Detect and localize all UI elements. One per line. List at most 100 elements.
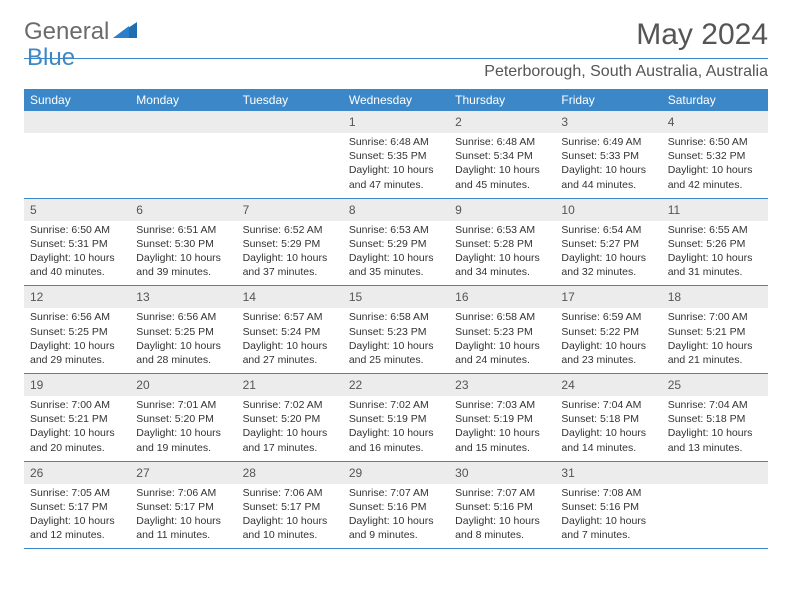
day-number: 4 bbox=[668, 115, 675, 129]
day-number: 16 bbox=[455, 290, 468, 304]
day-header: Friday bbox=[555, 89, 661, 111]
day-number: 23 bbox=[455, 378, 468, 392]
day-info: Sunrise: 6:52 AMSunset: 5:29 PMDaylight:… bbox=[243, 223, 337, 280]
day-number: 29 bbox=[349, 466, 362, 480]
day-number: 25 bbox=[668, 378, 681, 392]
month-title: May 2024 bbox=[636, 18, 768, 52]
calendar-cell: 9 Sunrise: 6:53 AMSunset: 5:28 PMDaylight… bbox=[449, 199, 555, 287]
daynum-row: 23 bbox=[449, 374, 555, 396]
daynum-row: 26 bbox=[24, 462, 130, 484]
calendar-cell: 11Sunrise: 6:55 AMSunset: 5:26 PMDayligh… bbox=[662, 199, 768, 287]
day-info: Sunrise: 6:53 AMSunset: 5:29 PMDaylight:… bbox=[349, 223, 443, 280]
calendar-cell: 6Sunrise: 6:51 AMSunset: 5:30 PMDaylight… bbox=[130, 199, 236, 287]
brand-text-1: General bbox=[24, 18, 109, 46]
daynum-row: 19 bbox=[24, 374, 130, 396]
day-number: 15 bbox=[349, 290, 362, 304]
day-number: 6 bbox=[136, 203, 143, 217]
day-info: Sunrise: 6:50 AMSunset: 5:32 PMDaylight:… bbox=[668, 135, 762, 192]
calendar-cell: 21Sunrise: 7:02 AMSunset: 5:20 PMDayligh… bbox=[237, 374, 343, 462]
calendar-cell: 13Sunrise: 6:56 AMSunset: 5:25 PMDayligh… bbox=[130, 286, 236, 374]
day-info: Sunrise: 7:06 AMSunset: 5:17 PMDaylight:… bbox=[136, 486, 230, 543]
page-header: General May 2024 bbox=[24, 18, 768, 52]
day-info: Sunrise: 7:02 AMSunset: 5:19 PMDaylight:… bbox=[349, 398, 443, 455]
calendar-cell: 23 Sunrise: 7:03 AMSunset: 5:19 PMDayligh… bbox=[449, 374, 555, 462]
daynum-row: 8 bbox=[343, 199, 449, 221]
day-number: 22 bbox=[349, 378, 362, 392]
calendar-cell: 27 Sunrise: 7:06 AMSunset: 5:17 PMDayligh… bbox=[130, 462, 236, 550]
day-info: Sunrise: 6:53 AMSunset: 5:28 PMDaylight:… bbox=[455, 223, 549, 280]
day-number: 7 bbox=[243, 203, 250, 217]
day-info: Sunrise: 7:01 AMSunset: 5:20 PMDaylight:… bbox=[136, 398, 230, 455]
daynum-row: 14 bbox=[237, 286, 343, 308]
calendar-grid: SundayMondayTuesdayWednesdayThursdayFrid… bbox=[24, 89, 768, 549]
daynum-row: 22 bbox=[343, 374, 449, 396]
daynum-row: 3 bbox=[555, 111, 661, 133]
day-number: 3 bbox=[561, 115, 568, 129]
daynum-row-empty bbox=[24, 111, 130, 133]
day-number: 26 bbox=[30, 466, 43, 480]
day-info: Sunrise: 7:02 AMSunset: 5:20 PMDaylight:… bbox=[243, 398, 337, 455]
calendar-cell: 14Sunrise: 6:57 AMSunset: 5:24 PMDayligh… bbox=[237, 286, 343, 374]
daynum-row: 2 bbox=[449, 111, 555, 133]
calendar-cell bbox=[237, 111, 343, 199]
daynum-row: 11 bbox=[662, 199, 768, 221]
day-header: Sunday bbox=[24, 89, 130, 111]
day-number: 27 bbox=[136, 466, 149, 480]
calendar-cell bbox=[24, 111, 130, 199]
day-info: Sunrise: 6:49 AMSunset: 5:33 PMDaylight:… bbox=[561, 135, 655, 192]
calendar-cell: 12Sunrise: 6:56 AMSunset: 5:25 PMDayligh… bbox=[24, 286, 130, 374]
calendar-cell: 16Sunrise: 6:58 AMSunset: 5:23 PMDayligh… bbox=[449, 286, 555, 374]
daynum-row: 31 bbox=[555, 462, 661, 484]
daynum-row: 1 bbox=[343, 111, 449, 133]
calendar-cell: 1Sunrise: 6:48 AMSunset: 5:35 PMDaylight… bbox=[343, 111, 449, 199]
day-info: Sunrise: 6:58 AMSunset: 5:23 PMDaylight:… bbox=[349, 310, 443, 367]
daynum-row: 25 bbox=[662, 374, 768, 396]
day-number: 19 bbox=[30, 378, 43, 392]
day-header: Saturday bbox=[662, 89, 768, 111]
day-number: 5 bbox=[30, 203, 37, 217]
day-info: Sunrise: 7:00 AMSunset: 5:21 PMDaylight:… bbox=[30, 398, 124, 455]
title-block: May 2024 bbox=[636, 18, 768, 52]
daynum-row: 7 bbox=[237, 199, 343, 221]
daynum-row-empty bbox=[237, 111, 343, 133]
daynum-row: 18 bbox=[662, 286, 768, 308]
day-number: 28 bbox=[243, 466, 256, 480]
calendar-cell: 28Sunrise: 7:06 AMSunset: 5:17 PMDayligh… bbox=[237, 462, 343, 550]
calendar-cell: 3 Sunrise: 6:49 AMSunset: 5:33 PMDaylight… bbox=[555, 111, 661, 199]
day-info: Sunrise: 7:07 AMSunset: 5:16 PMDaylight:… bbox=[455, 486, 549, 543]
calendar-cell: 15 Sunrise: 6:58 AMSunset: 5:23 PMDayligh… bbox=[343, 286, 449, 374]
day-info: Sunrise: 6:48 AMSunset: 5:35 PMDaylight:… bbox=[349, 135, 443, 192]
daynum-row: 29 bbox=[343, 462, 449, 484]
calendar-cell: 22 Sunrise: 7:02 AMSunset: 5:19 PMDayligh… bbox=[343, 374, 449, 462]
daynum-row: 10 bbox=[555, 199, 661, 221]
day-number: 10 bbox=[561, 203, 574, 217]
day-number: 14 bbox=[243, 290, 256, 304]
day-info: Sunrise: 7:03 AMSunset: 5:19 PMDaylight:… bbox=[455, 398, 549, 455]
day-info: Sunrise: 6:50 AMSunset: 5:31 PMDaylight:… bbox=[30, 223, 124, 280]
day-number: 31 bbox=[561, 466, 574, 480]
title-divider bbox=[24, 58, 768, 59]
daynum-row-empty bbox=[662, 462, 768, 484]
calendar-cell bbox=[130, 111, 236, 199]
daynum-row: 17 bbox=[555, 286, 661, 308]
calendar-cell: 18Sunrise: 7:00 AMSunset: 5:21 PMDayligh… bbox=[662, 286, 768, 374]
day-number: 9 bbox=[455, 203, 462, 217]
day-info: Sunrise: 7:07 AMSunset: 5:16 PMDaylight:… bbox=[349, 486, 443, 543]
calendar-cell: 4 Sunrise: 6:50 AMSunset: 5:32 PMDaylight… bbox=[662, 111, 768, 199]
day-number: 2 bbox=[455, 115, 462, 129]
calendar-cell: 2Sunrise: 6:48 AMSunset: 5:34 PMDaylight… bbox=[449, 111, 555, 199]
brand-triangle-icon bbox=[113, 20, 137, 45]
day-info: Sunrise: 7:08 AMSunset: 5:16 PMDaylight:… bbox=[561, 486, 655, 543]
daynum-row: 15 bbox=[343, 286, 449, 308]
brand-logo: General bbox=[24, 18, 141, 46]
calendar-cell: 5 Sunrise: 6:50 AMSunset: 5:31 PMDaylight… bbox=[24, 199, 130, 287]
day-header: Monday bbox=[130, 89, 236, 111]
calendar-cell: 29 Sunrise: 7:07 AMSunset: 5:16 PMDayligh… bbox=[343, 462, 449, 550]
day-info: Sunrise: 7:04 AMSunset: 5:18 PMDaylight:… bbox=[668, 398, 762, 455]
calendar-cell: 31 Sunrise: 7:08 AMSunset: 5:16 PMDayligh… bbox=[555, 462, 661, 550]
day-header: Thursday bbox=[449, 89, 555, 111]
day-number: 18 bbox=[668, 290, 681, 304]
day-number: 30 bbox=[455, 466, 468, 480]
daynum-row: 4 bbox=[662, 111, 768, 133]
daynum-row: 24 bbox=[555, 374, 661, 396]
